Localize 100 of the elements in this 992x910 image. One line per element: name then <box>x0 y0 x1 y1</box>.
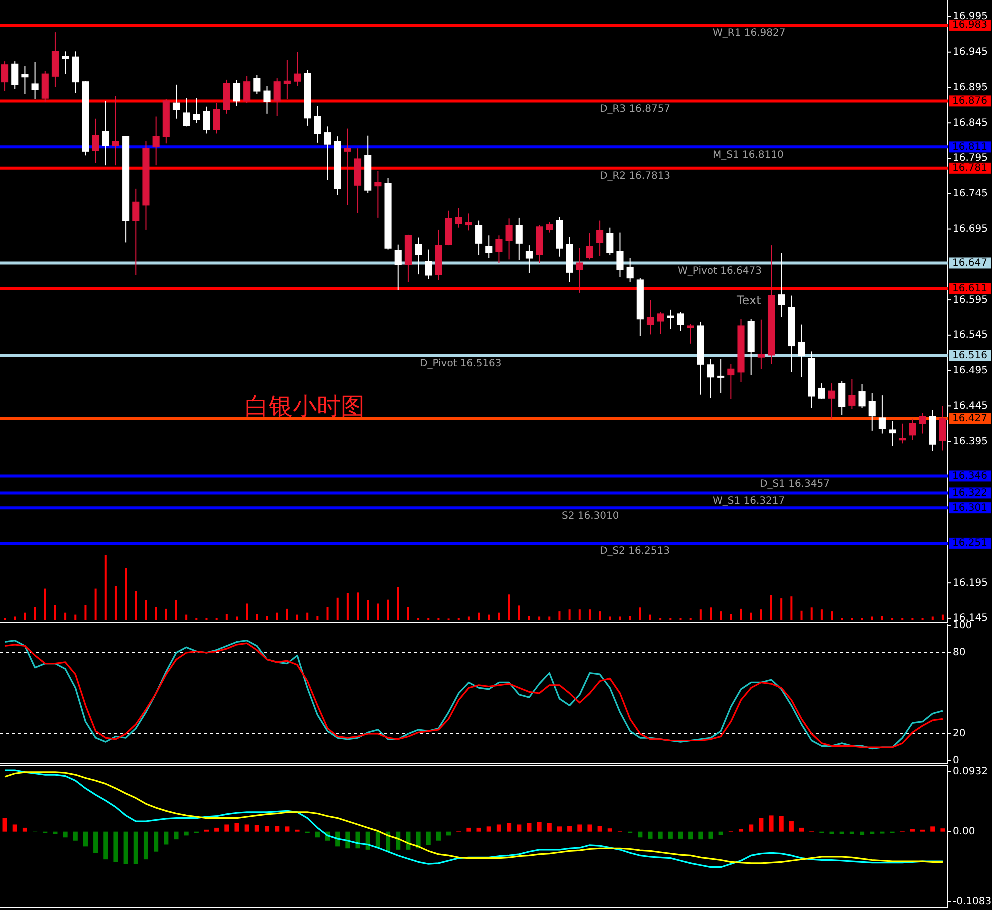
bar <box>799 828 804 832</box>
bar <box>44 588 46 620</box>
bar <box>12 824 18 832</box>
y-tick-label: 16.427 <box>952 414 988 425</box>
ref-line-label: W_Pivot 16.6473 <box>678 266 762 277</box>
bar <box>94 832 98 854</box>
bar <box>346 593 349 620</box>
bar <box>144 832 149 860</box>
bar <box>24 612 26 620</box>
bar <box>84 605 87 620</box>
bar <box>770 595 773 620</box>
bar <box>780 598 783 620</box>
bar <box>638 832 643 838</box>
y-tick-label: 16.595 <box>953 294 988 306</box>
bar <box>264 826 270 832</box>
bar <box>668 832 673 839</box>
bar <box>124 832 128 864</box>
bar <box>134 832 138 864</box>
bar <box>145 600 148 620</box>
bar <box>466 828 472 832</box>
y-tick-label: 16.395 <box>953 436 988 448</box>
ref-line-label: S2 16.3010 <box>562 510 620 522</box>
bar <box>397 588 400 620</box>
y-tick-label: 16.301 <box>952 502 988 514</box>
bar <box>34 607 36 620</box>
bar <box>244 824 250 832</box>
bar <box>518 606 520 620</box>
bar <box>155 607 158 620</box>
y-tick-label: 16.647 <box>952 258 988 269</box>
y-tick-label: 0.0932 <box>953 766 988 778</box>
bar <box>599 612 602 620</box>
bar <box>478 612 480 620</box>
bar <box>750 612 752 620</box>
bar <box>790 596 793 620</box>
annotation: Text <box>736 293 762 308</box>
bar <box>266 616 268 620</box>
bar <box>165 608 168 620</box>
y-tick-label: 80 <box>953 648 966 659</box>
bar <box>870 832 875 834</box>
bar <box>678 832 684 839</box>
bar <box>578 824 582 832</box>
bar <box>710 608 712 620</box>
bar <box>932 616 934 620</box>
bar <box>74 614 77 620</box>
bar <box>840 832 844 834</box>
y-tick-label: 16.695 <box>953 224 988 236</box>
bar <box>256 614 258 620</box>
bar <box>629 616 632 620</box>
bar <box>114 586 117 620</box>
bar <box>315 832 320 838</box>
bar <box>426 832 431 846</box>
bar <box>810 608 813 620</box>
ref-line-label: D_Pivot 16.5163 <box>420 358 502 370</box>
bar <box>930 826 936 832</box>
bar <box>538 616 541 620</box>
bar <box>708 832 714 839</box>
bar <box>22 828 28 832</box>
bar <box>488 614 490 620</box>
bar <box>125 568 128 620</box>
bar <box>226 614 228 620</box>
bar <box>357 592 360 620</box>
bar <box>2 818 8 832</box>
bar <box>698 832 704 840</box>
bar <box>619 616 622 620</box>
bar <box>558 612 561 620</box>
bar <box>759 818 764 832</box>
bar <box>568 826 572 832</box>
y-tick-label: 16.983 <box>952 20 988 32</box>
bar <box>104 555 107 620</box>
bar <box>377 604 380 620</box>
bar <box>94 588 97 620</box>
bar <box>718 832 724 836</box>
bar <box>326 607 329 620</box>
bar <box>286 608 288 620</box>
y-tick-label: 16.195 <box>953 578 988 589</box>
ref-line-label: D_R2 16.7813 <box>600 171 671 182</box>
bar <box>740 608 742 620</box>
annotation: 白银小时图 <box>245 392 365 421</box>
bar <box>476 828 482 832</box>
bar <box>73 832 78 841</box>
bar <box>285 826 290 832</box>
bar <box>588 824 592 832</box>
y-tick-label: 16.445 <box>953 400 988 412</box>
bar <box>175 600 178 620</box>
y-tick-label: 16.876 <box>952 96 988 107</box>
bar <box>276 612 278 620</box>
y-tick-label: 20 <box>953 728 966 740</box>
bar <box>407 607 410 620</box>
bar <box>730 614 732 620</box>
bar <box>769 816 774 832</box>
y-tick-label: 16.251 <box>952 538 988 550</box>
bar <box>760 610 762 620</box>
bar <box>738 829 744 832</box>
bar <box>53 832 58 834</box>
ref-line-label: M_S1 16.8110 <box>713 150 784 161</box>
bar <box>942 614 944 620</box>
bar <box>498 612 500 620</box>
bar <box>789 822 794 832</box>
bar <box>236 616 238 620</box>
bar <box>135 591 138 620</box>
